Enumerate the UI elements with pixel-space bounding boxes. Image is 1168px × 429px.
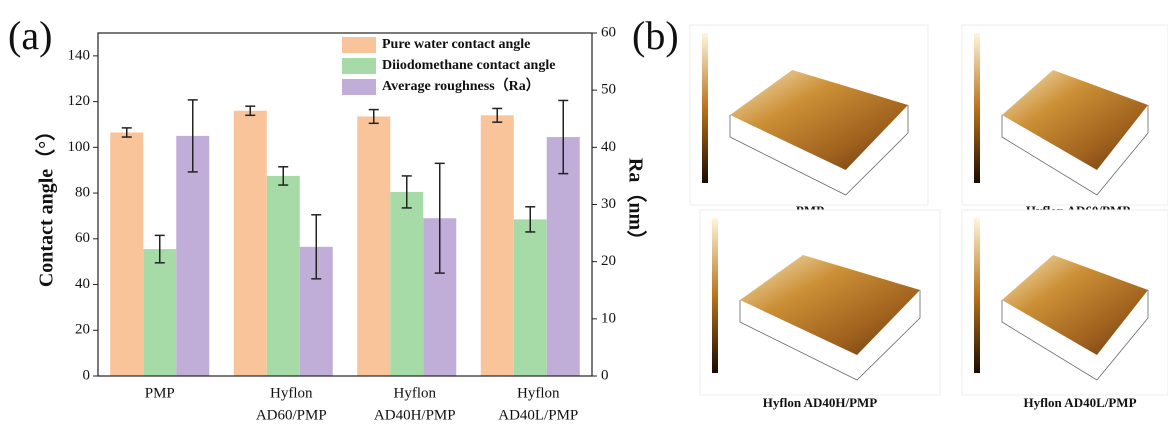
y-tick-label: 80 bbox=[75, 185, 90, 201]
legend-label: Pure water contact angle bbox=[382, 37, 530, 52]
afm-colorbar bbox=[974, 218, 980, 373]
bar bbox=[234, 111, 267, 376]
figure: (a) (b) Contact angle（°） Ra（nm） 0 20 40 60 8… bbox=[0, 0, 1168, 424]
y-tick-label: 40 bbox=[75, 276, 90, 292]
y2-tick-label: 10 bbox=[601, 310, 616, 326]
legend-label: Diiodomethane contact angle bbox=[382, 58, 555, 73]
bar bbox=[110, 132, 143, 376]
legend-swatch bbox=[342, 58, 376, 74]
afm-caption: Hyflon AD40H/PMP bbox=[763, 395, 878, 410]
panel-label: (b) bbox=[632, 13, 679, 58]
y2-axis-label: Ra（nm） bbox=[624, 158, 647, 250]
y2-tick-label: 60 bbox=[601, 24, 616, 40]
y-tick-label: 120 bbox=[68, 93, 91, 109]
x-tick-label: PMP bbox=[145, 385, 175, 401]
afm-caption: Hyflon AD40L/PMP bbox=[1023, 395, 1136, 410]
y-tick-label: 100 bbox=[68, 139, 91, 155]
legend-swatch bbox=[342, 37, 376, 53]
x-tick-label: Hyflon bbox=[270, 385, 313, 401]
afm-colorbar bbox=[974, 33, 980, 183]
y-tick-label: 0 bbox=[83, 367, 91, 383]
x-tick-label: Hyflon bbox=[394, 385, 437, 401]
y2-tick-label: 0 bbox=[601, 367, 609, 383]
x-tick-label: AD40H/PMP bbox=[374, 407, 456, 423]
bar bbox=[390, 192, 423, 376]
y2-tick-label: 40 bbox=[601, 139, 616, 155]
y2-tick-label: 30 bbox=[601, 196, 616, 212]
y2-tick-label: 50 bbox=[601, 82, 616, 98]
legend-swatch bbox=[342, 79, 376, 95]
bar bbox=[267, 176, 300, 376]
legend-label: Average roughness（Ra） bbox=[382, 78, 540, 94]
x-tick-label: AD40L/PMP bbox=[498, 407, 578, 423]
afm-colorbar bbox=[702, 33, 708, 183]
bar bbox=[514, 219, 547, 376]
y-tick-label: 60 bbox=[75, 230, 90, 246]
y-axis-label: Contact angle（°） bbox=[35, 121, 58, 287]
y2-tick-label: 20 bbox=[601, 253, 616, 269]
y-tick-label: 20 bbox=[75, 322, 90, 338]
x-tick-label: Hyflon bbox=[517, 385, 560, 401]
afm-colorbar bbox=[712, 218, 718, 373]
bar bbox=[481, 115, 514, 376]
y-tick-label: 140 bbox=[68, 47, 91, 63]
bar bbox=[357, 116, 390, 376]
x-tick-label: AD60/PMP bbox=[256, 407, 327, 423]
bar bbox=[143, 249, 176, 376]
panel-label: (a) bbox=[8, 13, 52, 58]
